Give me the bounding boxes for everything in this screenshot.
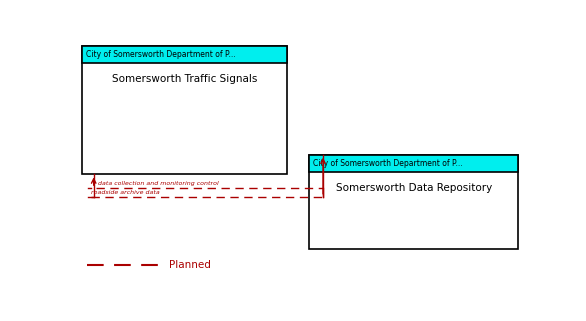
Bar bbox=[82, 46, 287, 63]
Text: Somersworth Data Repository: Somersworth Data Repository bbox=[336, 183, 492, 193]
Bar bbox=[82, 46, 287, 175]
Text: City of Somersworth Department of P...: City of Somersworth Department of P... bbox=[313, 159, 463, 168]
Text: Somersworth Traffic Signals: Somersworth Traffic Signals bbox=[112, 74, 257, 84]
Text: City of Somersworth Department of P...: City of Somersworth Department of P... bbox=[86, 50, 236, 59]
Text: roadside archive data: roadside archive data bbox=[91, 190, 160, 195]
Bar bbox=[309, 155, 519, 248]
Text: Planned: Planned bbox=[169, 260, 210, 270]
Text: data collection and monitoring control: data collection and monitoring control bbox=[98, 181, 219, 186]
Bar bbox=[309, 155, 519, 172]
